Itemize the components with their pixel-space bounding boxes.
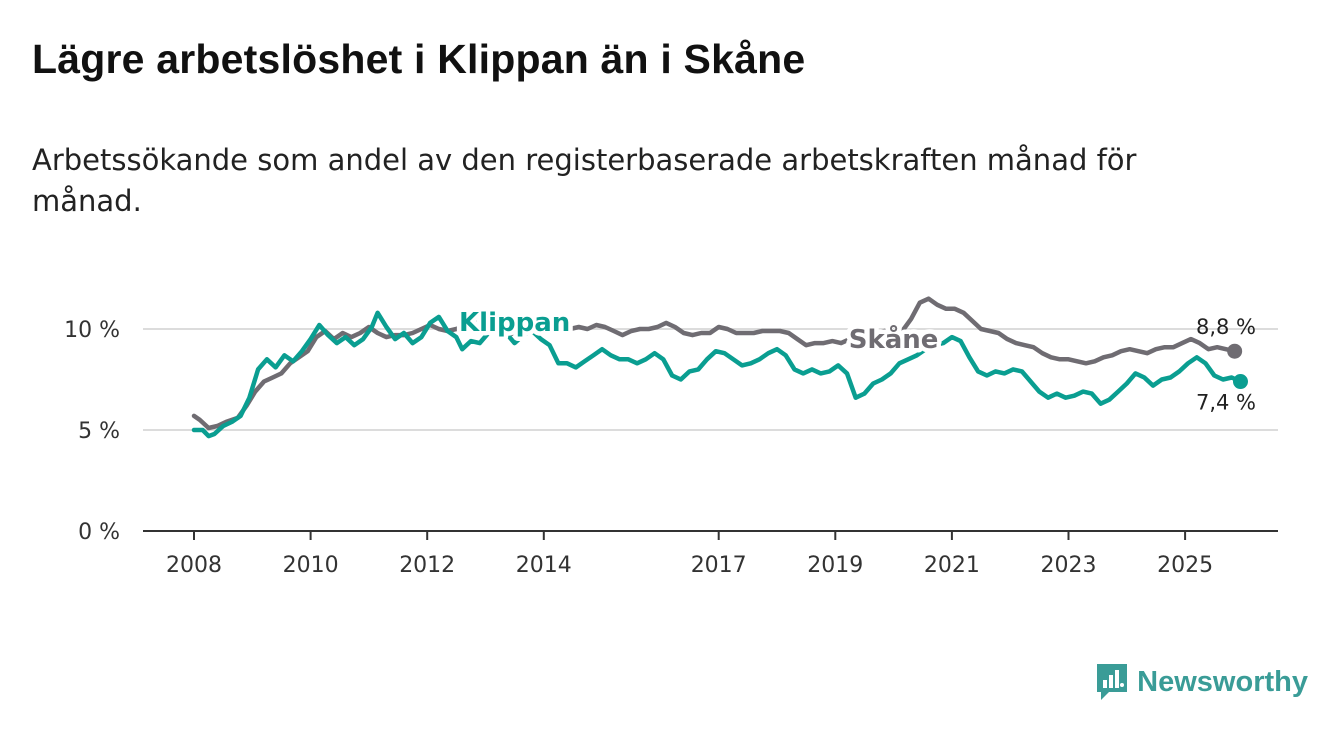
y-tick-label: 0 % (78, 520, 120, 545)
series-label-skne: Skåne (849, 323, 939, 355)
chart-subtitle: Arbetssökande som andel av den registerb… (32, 143, 1137, 218)
series-line-klippan (191, 310, 1243, 439)
x-tick-label: 2014 (516, 553, 572, 578)
series-line-skne (191, 296, 1237, 431)
newsworthy-logo-icon (1097, 664, 1128, 700)
x-tick-label: 2008 (166, 553, 222, 578)
x-tick-label: 2012 (399, 553, 455, 578)
x-tick-label: 2023 (1041, 553, 1097, 578)
series-end-marker-skne (1227, 343, 1243, 359)
y-tick-label: 5 % (78, 419, 120, 444)
x-tick-label: 2021 (924, 553, 980, 578)
x-axis-ticks: 2008 2010 2012 2014 2017 2019 2021 2023 2025 (166, 531, 1213, 578)
series-label-klippan: Klippan (459, 308, 570, 338)
end-value-label-klippan: 7,4 % (1196, 391, 1256, 415)
x-tick-label: 2010 (283, 553, 339, 578)
series-labels: 8,8 % Skåne 7,4 % Klippan (455, 303, 1256, 415)
end-value-label-skne: 8,8 % (1196, 315, 1256, 339)
x-tick-label: 2019 (807, 553, 863, 578)
series-lines (191, 296, 1248, 439)
x-tick-label: 2025 (1157, 553, 1213, 578)
newsworthy-logo-text: Newsworthy (1137, 665, 1308, 698)
y-tick-label: 10 % (64, 318, 120, 343)
y-axis-ticks: 0 % 5 % 10 % (64, 318, 120, 545)
chart-title: Lägre arbetslöshet i Klippan än i Skåne (32, 36, 806, 82)
gridlines (143, 328, 1278, 431)
x-tick-label: 2017 (691, 553, 747, 578)
series-end-marker-klippan (1232, 374, 1248, 390)
newsworthy-logo: Newsworthy (1095, 662, 1308, 702)
